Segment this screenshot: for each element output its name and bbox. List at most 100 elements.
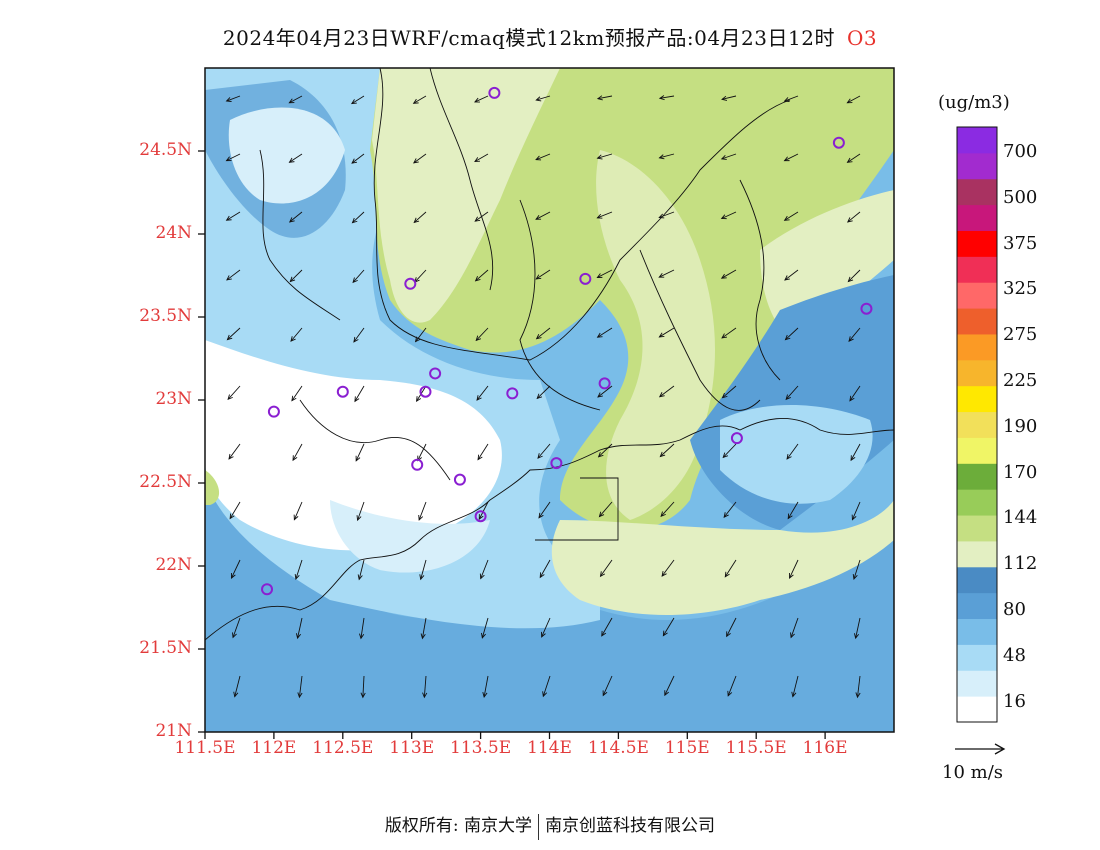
station-marker: [411, 458, 424, 471]
wind-arrow: [536, 385, 551, 400]
wind-arrow: [228, 443, 241, 460]
wind-arrow: [474, 95, 489, 103]
wind-arrow: [353, 327, 365, 343]
wind-arrow: [660, 501, 675, 518]
field-small-green: [205, 470, 220, 505]
colorbar-swatch: [957, 359, 997, 387]
wind-arrow: [288, 211, 303, 223]
wind-arrow: [535, 327, 551, 340]
colorbar-swatch: [957, 515, 997, 542]
wind-arrow: [720, 269, 737, 279]
station-marker: [730, 432, 743, 445]
wind-reference-label: 10 m/s: [942, 762, 1003, 783]
wind-arrow: [356, 501, 365, 522]
wind-arrow: [478, 501, 489, 521]
wind-arrow: [658, 95, 675, 101]
wind-arrow: [539, 559, 551, 579]
wind-arrow: [658, 385, 675, 398]
colorbar-label: 144: [1003, 507, 1038, 529]
title-variable: O3: [846, 26, 878, 50]
wind-arrow: [854, 617, 861, 640]
wind-arrow: [351, 153, 365, 164]
wind-arrow: [414, 327, 427, 343]
station-marker: [832, 136, 845, 149]
county-line-6: [299, 399, 451, 481]
county-line-3: [639, 249, 761, 411]
lon-label: 116E: [802, 738, 848, 758]
colorbar-swatch: [957, 540, 997, 568]
wind-arrow: [482, 675, 489, 698]
station-marker: [506, 387, 519, 400]
lon-label: 114.5E: [587, 738, 649, 758]
wind-arrow: [289, 269, 303, 283]
lat-label: 23N: [155, 389, 192, 409]
colorbar-swatch: [957, 127, 997, 154]
wind-arrow: [542, 675, 551, 698]
field-white-core: [205, 340, 502, 551]
field-east-light: [720, 405, 873, 504]
wind-arrow: [352, 269, 365, 284]
colorbar-swatch: [957, 178, 997, 206]
county-line-1: [259, 149, 341, 321]
wind-arrow: [783, 211, 799, 221]
wind-arrow: [293, 501, 303, 521]
wind-arrow: [226, 269, 241, 281]
wind-arrow: [785, 385, 799, 401]
colorbar-label: 275: [1003, 324, 1038, 346]
colorbar-swatch: [957, 411, 997, 438]
wind-arrow: [354, 385, 365, 403]
wind-arrow: [661, 559, 675, 577]
wind-arrow: [419, 559, 427, 581]
colorbar-swatch: [957, 592, 997, 620]
colorbar-swatch: [957, 308, 997, 335]
station-marker: [267, 405, 280, 418]
wind-arrow: [786, 443, 799, 460]
wind-arrow: [294, 559, 303, 580]
colorbar-swatch: [957, 463, 997, 490]
wind-arrow: [658, 211, 675, 219]
colorbar-label: 225: [1003, 370, 1038, 391]
lon-label: 112E: [251, 738, 297, 758]
wind-arrow: [535, 211, 551, 220]
lat-label: 23.5N: [139, 306, 192, 326]
wind-arrow: [481, 617, 489, 639]
wind-arrow: [724, 559, 737, 578]
wind-arrow: [662, 617, 675, 637]
wind-arrow: [357, 559, 365, 581]
wind-arrow: [596, 153, 613, 160]
wind-arrow: [664, 675, 675, 697]
wind-arrow: [596, 269, 613, 278]
wind-arrow: [477, 443, 489, 461]
wind-arrow: [359, 617, 365, 640]
wind-arrow: [596, 327, 613, 338]
wind-vectors: [225, 95, 861, 699]
colorbar-swatch: [957, 618, 997, 645]
wind-arrow: [720, 211, 737, 220]
station-marker: [336, 385, 349, 398]
lat-label: 22N: [155, 555, 192, 575]
wind-arrow: [784, 269, 799, 281]
wind-arrow: [420, 617, 427, 640]
wind-arrow: [596, 95, 613, 101]
wind-arrow: [474, 211, 489, 222]
colorbar-label: 170: [1003, 461, 1038, 483]
title-main: 2024年04月23日WRF/cmaq模式12km预报产品:04月23日12时: [222, 26, 835, 50]
colorbar-swatch: [957, 566, 997, 594]
wind-arrow: [538, 501, 551, 519]
wind-arrow: [787, 501, 799, 520]
wind-arrow: [290, 327, 303, 342]
wind-arrow: [783, 95, 799, 102]
colorbar-swatch: [957, 437, 997, 464]
wind-arrow: [596, 211, 613, 219]
field-pale-green-mid: [596, 150, 715, 520]
wind-arrow: [475, 327, 489, 342]
wind-arrow: [846, 95, 861, 104]
colorbar-label: 190: [1003, 415, 1038, 437]
colorbar-label: 48: [1003, 644, 1026, 666]
concentration-field: [205, 68, 894, 732]
wind-arrow: [288, 95, 303, 104]
lon-label: 112.5E: [312, 738, 374, 758]
wind-arrow: [658, 153, 675, 160]
lat-label: 24.5N: [139, 140, 192, 160]
wind-arrow: [846, 153, 861, 163]
